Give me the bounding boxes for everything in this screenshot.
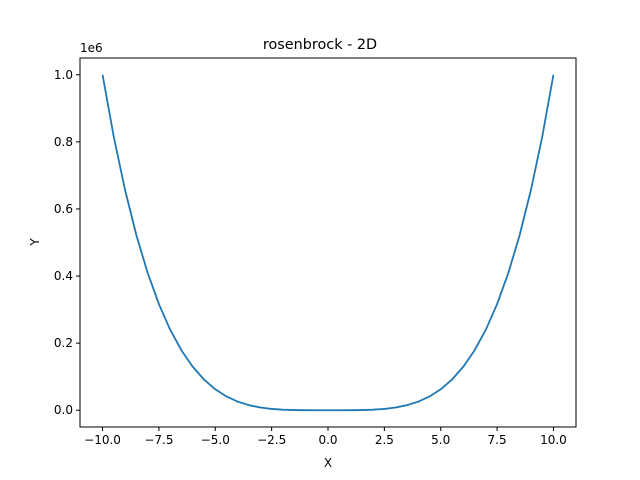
x-tick-label: −10.0 xyxy=(84,433,121,447)
y-tick-label: 1.0 xyxy=(54,68,73,82)
x-tick-label: −2.5 xyxy=(257,433,286,447)
y-tick-label: 0.4 xyxy=(54,269,73,283)
x-tick-label: 5.0 xyxy=(431,433,450,447)
y-tick-label: 0.2 xyxy=(54,336,73,350)
y-axis: 0.0 0.2 0.4 0.6 0.8 1.0 xyxy=(54,68,80,417)
y-axis-label: Y xyxy=(28,238,42,247)
plot-area: −10.0 −7.5 −5.0 −2.5 0.0 2.5 5.0 7.5 10.0 0.0 0.2… xyxy=(54,57,577,447)
x-axis-label: X xyxy=(324,456,332,470)
x-tick-label: 7.5 xyxy=(488,433,507,447)
series-group xyxy=(101,74,555,412)
series-line-rosenbrock xyxy=(101,74,555,412)
x-tick-label: 10.0 xyxy=(540,433,567,447)
y-tick-label: 0.6 xyxy=(54,202,73,216)
chart-title: rosenbrock - 2D xyxy=(263,37,377,53)
x-tick-label: −7.5 xyxy=(144,433,173,447)
x-tick-label: 0.0 xyxy=(318,433,337,447)
x-axis: −10.0 −7.5 −5.0 −2.5 0.0 2.5 5.0 7.5 10.0 xyxy=(84,427,567,447)
y-offset-label: 1e6 xyxy=(80,41,103,55)
y-tick-label: 0.8 xyxy=(54,135,73,149)
x-tick-label: −5.0 xyxy=(201,433,230,447)
y-tick-label: 0.0 xyxy=(54,403,73,417)
x-tick-label: 2.5 xyxy=(375,433,394,447)
